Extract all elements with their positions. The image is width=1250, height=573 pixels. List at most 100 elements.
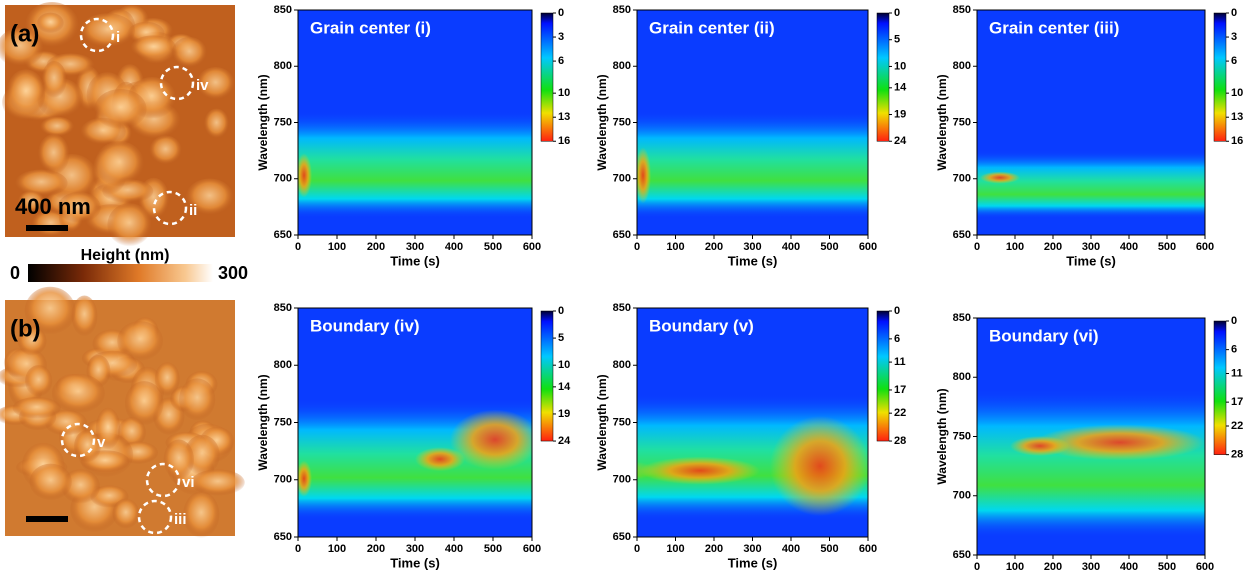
colorbar (1213, 12, 1227, 142)
y-tick-label: 800 (274, 359, 292, 371)
grain (154, 362, 180, 397)
x-tick-label: 400 (445, 543, 463, 555)
colorbar-tick-label: 6 (1231, 55, 1237, 67)
y-tick-label: 750 (274, 416, 292, 428)
colorbar-tick-label: 5 (558, 332, 564, 344)
grain (37, 12, 64, 34)
colorbar-tick-label: 10 (558, 359, 570, 371)
x-tick-label: 400 (782, 543, 800, 555)
grain (51, 373, 105, 414)
grain (79, 13, 136, 49)
colorbar-tick-label: 13 (1231, 111, 1243, 123)
colorbar-tick-label: 6 (894, 333, 900, 345)
x-tick-label: 0 (974, 241, 980, 253)
grain (179, 378, 216, 421)
marker-circle (137, 499, 173, 535)
x-axis-label: Time (s) (390, 555, 440, 570)
x-tick-label: 100 (328, 543, 346, 555)
colorbar (540, 310, 554, 442)
y-tick-label: 700 (274, 474, 292, 486)
grain (124, 381, 164, 426)
x-tick-label: 600 (523, 543, 541, 555)
grain (25, 365, 53, 397)
heatmap-chart: Boundary (vi) 0 100 200 300 400 500 600 650 700 75… (935, 312, 1243, 573)
heatmap (298, 308, 532, 537)
x-tick-label: 400 (1120, 241, 1138, 253)
heatmap-hotspot (415, 447, 465, 472)
y-tick-label: 800 (953, 371, 971, 383)
x-tick-label: 600 (859, 543, 877, 555)
marker-circle (145, 462, 181, 498)
x-tick-label: 100 (666, 241, 684, 253)
colorbar-tick-label: 22 (894, 407, 906, 419)
marker-label: iii (174, 511, 187, 528)
grain (149, 135, 182, 166)
x-axis-label: Time (s) (390, 253, 440, 268)
heatmap-hotspot (1010, 435, 1070, 456)
heatmap-band (637, 111, 868, 219)
y-tick-label: 750 (613, 116, 631, 128)
y-tick-label: 700 (613, 173, 631, 185)
colorbar-tick-label: 16 (1231, 135, 1243, 147)
x-tick-label: 200 (367, 241, 385, 253)
colorbar-tick-label: 11 (1231, 367, 1243, 379)
colorbar-tick-label: 19 (894, 108, 906, 120)
grain (94, 89, 147, 130)
colorbar-tick-label: 28 (894, 435, 906, 447)
y-tick-label: 650 (953, 549, 971, 561)
heatmap (977, 318, 1205, 555)
y-tick-label: 850 (953, 312, 971, 324)
y-tick-label: 750 (274, 116, 292, 128)
heatmap-chart: Grain center (iii)0 100 200 300 400 500 600650… (935, 4, 1243, 269)
heatmap-band (298, 111, 532, 219)
heatmap (977, 10, 1205, 235)
colorbar-tick-label: 0 (894, 7, 900, 19)
scale-bar-label: 400 nm (15, 194, 91, 219)
y-tick-label: 800 (953, 60, 971, 72)
marker-circle (60, 422, 96, 458)
grain (130, 35, 177, 61)
grain (24, 286, 76, 335)
grain (94, 141, 145, 187)
grain (112, 498, 140, 529)
grain (57, 191, 101, 223)
x-axis-label: Time (s) (728, 555, 778, 570)
marker-circle (79, 17, 115, 53)
x-tick-label: 300 (743, 543, 761, 555)
y-axis-label: Wavelength (nm) (256, 74, 270, 170)
grain (6, 69, 46, 118)
y-axis-label: Wavelength (nm) (595, 74, 609, 170)
colorbar-tick-label: 0 (1231, 315, 1237, 327)
colorbar-tick-label: 6 (558, 55, 564, 67)
marker-circle (152, 190, 188, 226)
heatmap (637, 10, 868, 235)
height-bar-title: Height (nm) (81, 247, 170, 264)
x-tick-label: 0 (634, 241, 640, 253)
x-tick-label: 100 (328, 241, 346, 253)
colorbar (876, 12, 890, 142)
y-tick-label: 850 (274, 4, 292, 16)
marker-circle (159, 65, 195, 101)
height-bar (28, 264, 213, 282)
heatmap-hotspot (980, 171, 1020, 184)
grain (37, 134, 70, 175)
y-axis-label: Wavelength (nm) (595, 374, 609, 470)
y-axis-label: Wavelength (nm) (256, 374, 270, 470)
y-tick-label: 800 (613, 60, 631, 72)
grain (203, 108, 230, 140)
x-axis-label: Time (s) (728, 253, 778, 268)
colorbar-tick-label: 24 (894, 135, 907, 147)
heatmap-band (977, 389, 1205, 538)
grain (183, 491, 220, 539)
x-tick-label: 100 (666, 543, 684, 555)
x-tick-label: 0 (974, 561, 980, 573)
colorbar-tick-label: 19 (558, 408, 570, 420)
x-tick-label: 200 (1044, 561, 1062, 573)
chart-title: Boundary (v) (649, 316, 754, 335)
colorbar-tick-label: 6 (1231, 344, 1237, 356)
y-tick-label: 750 (953, 430, 971, 442)
marker-label: ii (189, 202, 197, 219)
x-tick-label: 500 (820, 241, 838, 253)
x-tick-label: 200 (705, 241, 723, 253)
colorbar-tick-label: 17 (1231, 396, 1243, 408)
